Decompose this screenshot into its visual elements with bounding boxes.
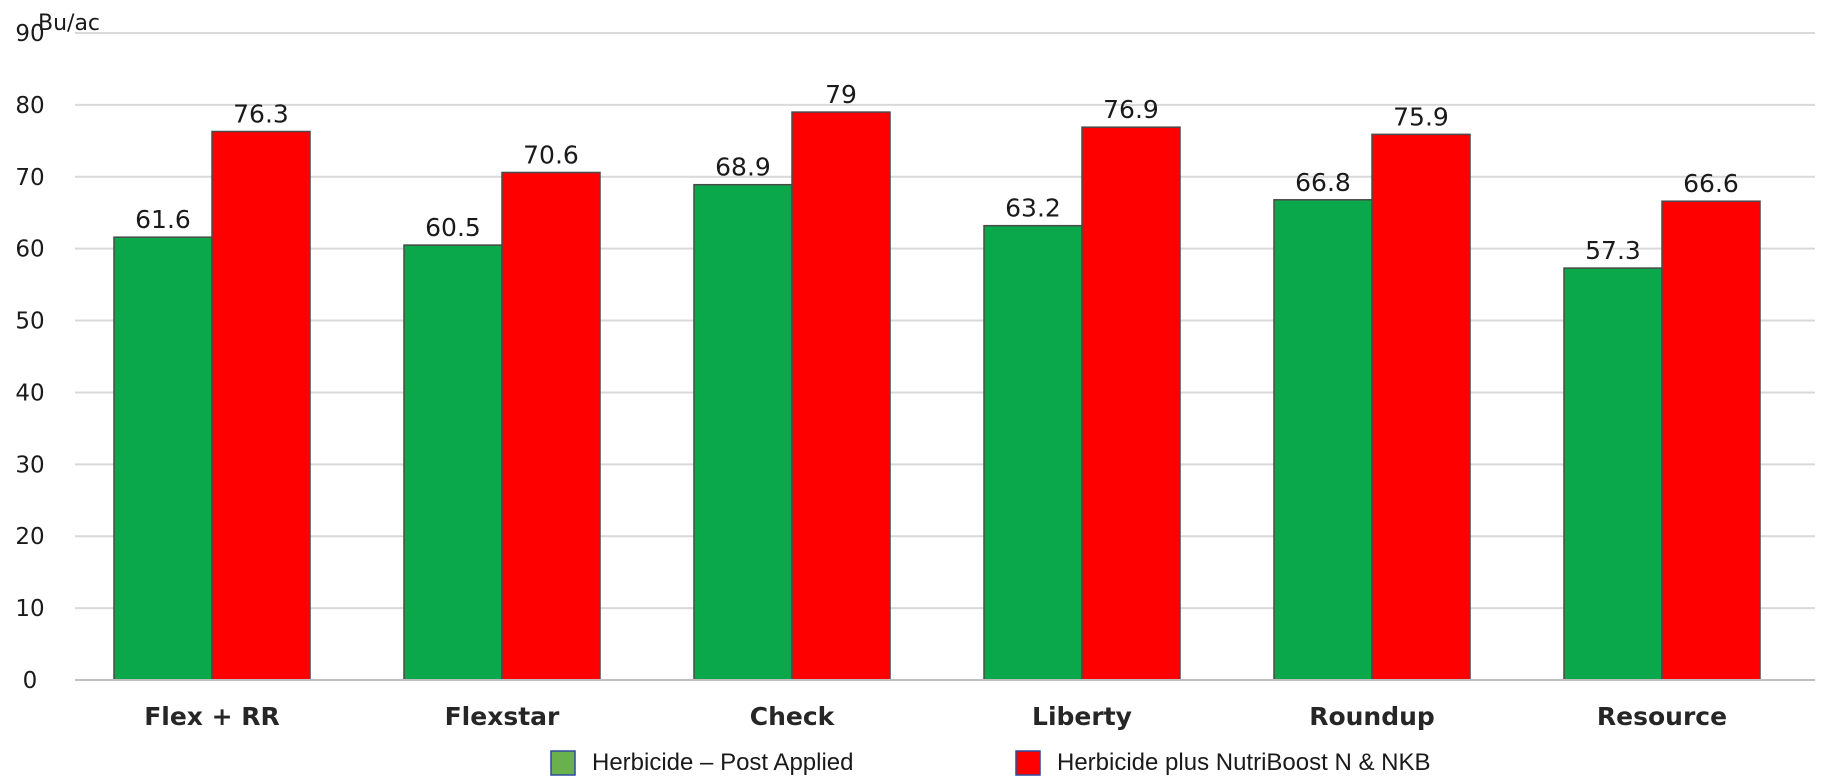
data-label-liberty-series-0: 63.2 [1005, 194, 1061, 223]
category-label-flexstar: Flexstar [445, 702, 560, 731]
bar-flexstar-series-1 [501, 171, 601, 681]
bar-flex-rr-series-0 [113, 236, 213, 681]
y-tick-label: 10 [15, 596, 44, 622]
category-label-liberty: Liberty [1032, 702, 1132, 731]
data-label-resource-series-1: 66.6 [1683, 169, 1739, 198]
bar-flex-rr-series-1 [211, 130, 311, 681]
data-labels: 61.6 76.3 60.5 70.6 68.9 79 63.2 76.9 66.8 75.9 57… [135, 80, 1739, 265]
data-label-check-series-0: 68.9 [715, 153, 771, 182]
data-label-roundup-series-1: 75.9 [1393, 102, 1449, 131]
y-tick-label: 30 [15, 452, 44, 478]
legend: Herbicide – Post Applied Herbicide plus … [550, 749, 1430, 776]
bar-flexstar-series-0 [403, 244, 503, 681]
category-label-check: Check [750, 702, 836, 731]
y-tick-label: 40 [15, 380, 44, 406]
y-tick-label: 0 [23, 668, 38, 694]
category-labels: Flex + RR Flexstar Check Liberty Roundup Reso… [144, 702, 1727, 731]
data-label-flexstar-series-1: 70.6 [523, 140, 579, 169]
category-label-resource: Resource [1597, 702, 1727, 731]
y-tick-label: 60 [15, 237, 44, 263]
data-label-check-series-1: 79 [825, 80, 857, 109]
y-tick-label: 70 [15, 165, 44, 191]
bar-check-series-1 [791, 111, 891, 681]
legend-label-herbicide-plus-nutriboost: Herbicide plus NutriBoost N & NKB [1057, 749, 1430, 776]
category-label-roundup: Roundup [1309, 702, 1435, 731]
category-label-flex-rr: Flex + RR [144, 702, 280, 731]
bar-liberty-series-0 [983, 224, 1083, 681]
legend-label-herbicide-post-applied: Herbicide – Post Applied [592, 749, 854, 776]
y-tick-label: 80 [15, 93, 44, 119]
bar-roundup-series-1 [1371, 133, 1471, 681]
data-label-resource-series-0: 57.3 [1585, 236, 1641, 265]
bar-resource-series-0 [1563, 267, 1663, 681]
data-label-liberty-series-1: 76.9 [1103, 95, 1159, 124]
legend-swatch-herbicide-plus-nutriboost [1015, 750, 1041, 776]
y-tick-label: 90 [15, 21, 44, 47]
data-label-flex-rr-series-1: 76.3 [233, 99, 289, 128]
bar-resource-series-1 [1661, 200, 1761, 681]
data-label-roundup-series-0: 66.8 [1295, 168, 1351, 197]
legend-swatch-herbicide-post-applied [550, 750, 576, 776]
y-axis-unit-label: Bu/ac [38, 11, 100, 36]
data-label-flex-rr-series-0: 61.6 [135, 205, 191, 234]
bar-roundup-series-0 [1273, 199, 1373, 681]
y-tick-label: 20 [15, 524, 44, 550]
y-tick-label: 50 [15, 309, 44, 335]
data-label-flexstar-series-0: 60.5 [425, 213, 481, 242]
bar-check-series-0 [693, 183, 793, 681]
y-axis-ticks: 0 10 20 30 40 50 60 70 80 90 [15, 21, 44, 694]
gridlines [75, 32, 1815, 610]
bars [113, 111, 1761, 681]
bar-liberty-series-1 [1081, 126, 1181, 681]
